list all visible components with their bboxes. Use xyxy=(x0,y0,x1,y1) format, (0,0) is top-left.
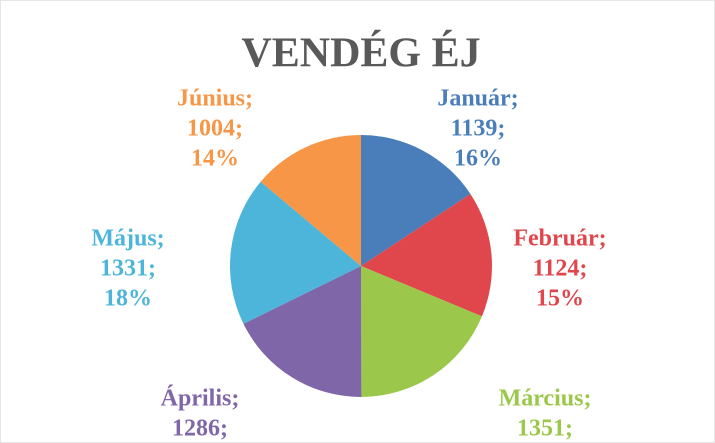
pie-slice xyxy=(260,135,361,266)
slice-label-percent: 16% xyxy=(454,146,502,172)
pie-slice xyxy=(361,135,471,266)
slice-label-category: Március; xyxy=(499,386,592,412)
slice-label-percent: 14% xyxy=(191,146,239,172)
slice-label-category: Február; xyxy=(513,226,606,252)
slice-label-percent: 18% xyxy=(104,286,152,312)
chart-title: VENDÉG ÉJ xyxy=(241,30,480,77)
slice-label-value: 1004; xyxy=(187,116,243,142)
slice-label-category: Január; xyxy=(437,86,518,112)
slice-label-value: 1139; xyxy=(451,116,506,142)
slice-label-value: 1124; xyxy=(533,256,588,282)
slice-label-value: 1286; xyxy=(172,416,228,442)
pie-slice xyxy=(230,181,361,324)
slice-label-category: Június; xyxy=(177,86,253,112)
pie-slice xyxy=(361,266,482,397)
slice-label-category: Május; xyxy=(91,226,164,252)
slice-label-value: 1331; xyxy=(100,256,156,282)
slice-label-percent: 15% xyxy=(536,286,584,312)
pie-slice xyxy=(361,194,492,317)
pie-slice xyxy=(243,266,362,397)
slice-label-value: 1351; xyxy=(517,416,573,442)
slice-label-category: Április; xyxy=(161,386,240,412)
